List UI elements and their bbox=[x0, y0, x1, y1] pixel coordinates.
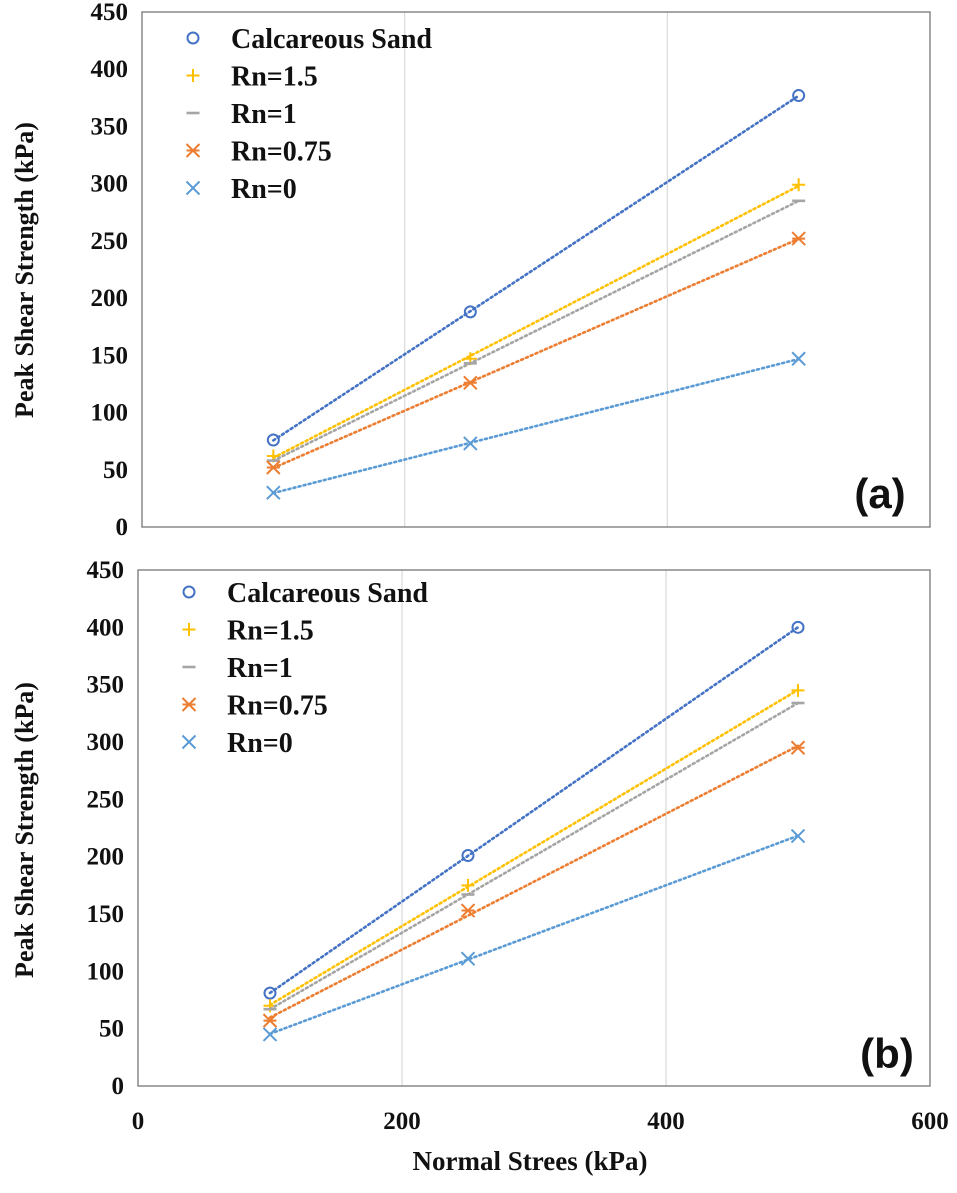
panel-b-trendline bbox=[268, 744, 800, 1019]
panel-a-y-axis-label: Peak Shear Strength (kPa) bbox=[10, 122, 39, 418]
panel-a-legend-label: Rn=0 bbox=[231, 174, 297, 205]
panel-b-legend-label: Calcareous Sand bbox=[227, 578, 428, 609]
panel-a-series-5 bbox=[266, 351, 806, 500]
panel-b-data-point bbox=[460, 903, 476, 918]
panel-b: 0 50 100 150 200 250 300 350 400 450 0 200 400 600 Pea… bbox=[10, 557, 949, 1176]
panel-b-data-point bbox=[790, 828, 806, 844]
panel-a-data-point bbox=[792, 178, 806, 192]
panel-a-y-tick-label: 150 bbox=[91, 342, 129, 369]
panel-b-y-tick-label: 400 bbox=[87, 614, 125, 641]
panel-a-y-tick-label: 200 bbox=[91, 285, 129, 312]
panel-b-data-point bbox=[791, 683, 805, 697]
panel-b-data-point bbox=[262, 1013, 278, 1028]
panel-b-x-tick-label: 600 bbox=[911, 1108, 949, 1135]
panel-b-label: (b) bbox=[860, 1030, 914, 1077]
panel-a-legend-marker bbox=[185, 180, 201, 196]
panel-b-y-tick-label: 350 bbox=[87, 672, 125, 699]
panel-b-y-tick-label: 0 bbox=[112, 1073, 125, 1100]
panel-a-data-point bbox=[791, 231, 806, 246]
panel-b-data-point bbox=[460, 951, 476, 966]
panel-b-data-point bbox=[263, 986, 277, 1000]
panel-b-legend-marker bbox=[182, 585, 196, 599]
panel-b-trendline bbox=[268, 688, 800, 1007]
panel-b-x-tick-label: 400 bbox=[647, 1108, 685, 1135]
panel-b-data-point bbox=[461, 878, 475, 892]
panel-a-trendline bbox=[272, 357, 800, 495]
panel-b-legend-label: Rn=1.5 bbox=[227, 616, 314, 647]
panel-a-data-point bbox=[791, 351, 806, 366]
panel-a-legend: Calcareous Sand Rn=1.5 Rn=1 Rn=0.75 Rn=0 bbox=[185, 24, 432, 205]
panel-a-legend-label: Rn=1 bbox=[231, 99, 297, 130]
panel-b-legend: Calcareous Sand Rn=1.5 Rn=1 Rn=0.75 Rn=0 bbox=[181, 578, 428, 759]
panel-b-y-tick-label: 450 bbox=[87, 557, 125, 584]
panel-b-series-4 bbox=[262, 740, 806, 1028]
panel-b-data-point bbox=[262, 1027, 278, 1042]
panel-a-legend-label: Rn=0.75 bbox=[231, 137, 332, 168]
panel-a-y-tick-label: 100 bbox=[91, 400, 129, 427]
panel-b-legend-label: Rn=0.75 bbox=[227, 691, 328, 722]
panel-a-trendline bbox=[272, 184, 800, 460]
panel-b-data-point bbox=[461, 849, 475, 863]
panel-a-legend-label: Calcareous Sand bbox=[231, 24, 432, 55]
panel-a-y-tick-label: 50 bbox=[103, 457, 128, 484]
panel-a-series-4 bbox=[266, 231, 806, 475]
panel-b-y-tick-label: 50 bbox=[99, 1016, 124, 1043]
panel-b-legend-marker bbox=[181, 697, 197, 712]
panel-a-data-point bbox=[463, 375, 478, 391]
panel-b-data-point bbox=[790, 740, 806, 755]
panel-b-trendline bbox=[268, 701, 800, 1011]
panel-b-trendline bbox=[268, 834, 800, 1036]
panel-b-legend-label: Rn=1 bbox=[227, 653, 293, 684]
panel-b-y-axis-label: Peak Shear Strength (kPa) bbox=[10, 682, 39, 978]
panel-b-data-point bbox=[791, 620, 805, 634]
panel-b-x-axis-label: Normal Strees (kPa) bbox=[413, 1146, 648, 1176]
panel-a-y-tick-label: 300 bbox=[91, 171, 129, 198]
panel-a-trendline bbox=[272, 94, 800, 442]
panel-a-y-tick-label: 250 bbox=[91, 228, 129, 255]
panel-a-data-point bbox=[266, 485, 281, 500]
panel-b-y-tick-label: 250 bbox=[87, 786, 125, 813]
panel-b-axes-frame bbox=[137, 569, 931, 1087]
panel-b-legend-label: Rn=0 bbox=[227, 728, 293, 759]
panel-a-data-point bbox=[266, 460, 281, 475]
panel-b-series-1 bbox=[263, 620, 805, 1000]
panel-b-series-5 bbox=[262, 828, 806, 1042]
panel-a-data-point bbox=[463, 305, 477, 319]
panel-a-data-point bbox=[792, 89, 806, 103]
panel-b-legend-marker bbox=[181, 734, 197, 750]
panel-a-series-1 bbox=[266, 89, 806, 447]
panel-b-x-tick-label: 200 bbox=[383, 1108, 421, 1135]
panel-a-y-tick-label: 450 bbox=[91, 0, 129, 26]
panel-a-trendline bbox=[272, 199, 800, 462]
panel-a-data-point bbox=[463, 436, 478, 451]
panel-a-legend-marker bbox=[186, 69, 200, 82]
panel-a: 0 50 100 150 200 250 300 350 400 450 Peak Shear St… bbox=[10, 0, 931, 541]
panel-a-series-3 bbox=[266, 199, 806, 462]
panel-a-trendline bbox=[272, 237, 800, 470]
panel-a-data-point bbox=[266, 433, 280, 447]
panel-b-trendline bbox=[268, 625, 800, 995]
panel-b-y-tick-label: 200 bbox=[87, 844, 125, 871]
panel-b-x-tick-label: 0 bbox=[132, 1108, 145, 1135]
panel-a-y-tick-label: 350 bbox=[91, 113, 129, 140]
panel-a-legend-marker bbox=[185, 143, 201, 158]
panel-a-label: (a) bbox=[854, 470, 905, 517]
panel-b-plot-area bbox=[138, 570, 930, 1086]
panel-b-legend-marker bbox=[182, 623, 196, 636]
panel-a-axes-frame bbox=[141, 11, 931, 528]
panel-a-legend-label: Rn=1.5 bbox=[231, 62, 318, 93]
panel-b-series-3 bbox=[263, 701, 805, 1011]
panel-b-y-tick-label: 150 bbox=[87, 901, 125, 928]
panel-a-y-tick-label: 0 bbox=[116, 514, 129, 541]
panel-b-y-tick-label: 100 bbox=[87, 958, 125, 985]
panel-a-legend-marker bbox=[186, 31, 200, 45]
panel-b-y-tick-label: 300 bbox=[87, 729, 125, 756]
panel-a-y-tick-label: 400 bbox=[91, 56, 129, 83]
